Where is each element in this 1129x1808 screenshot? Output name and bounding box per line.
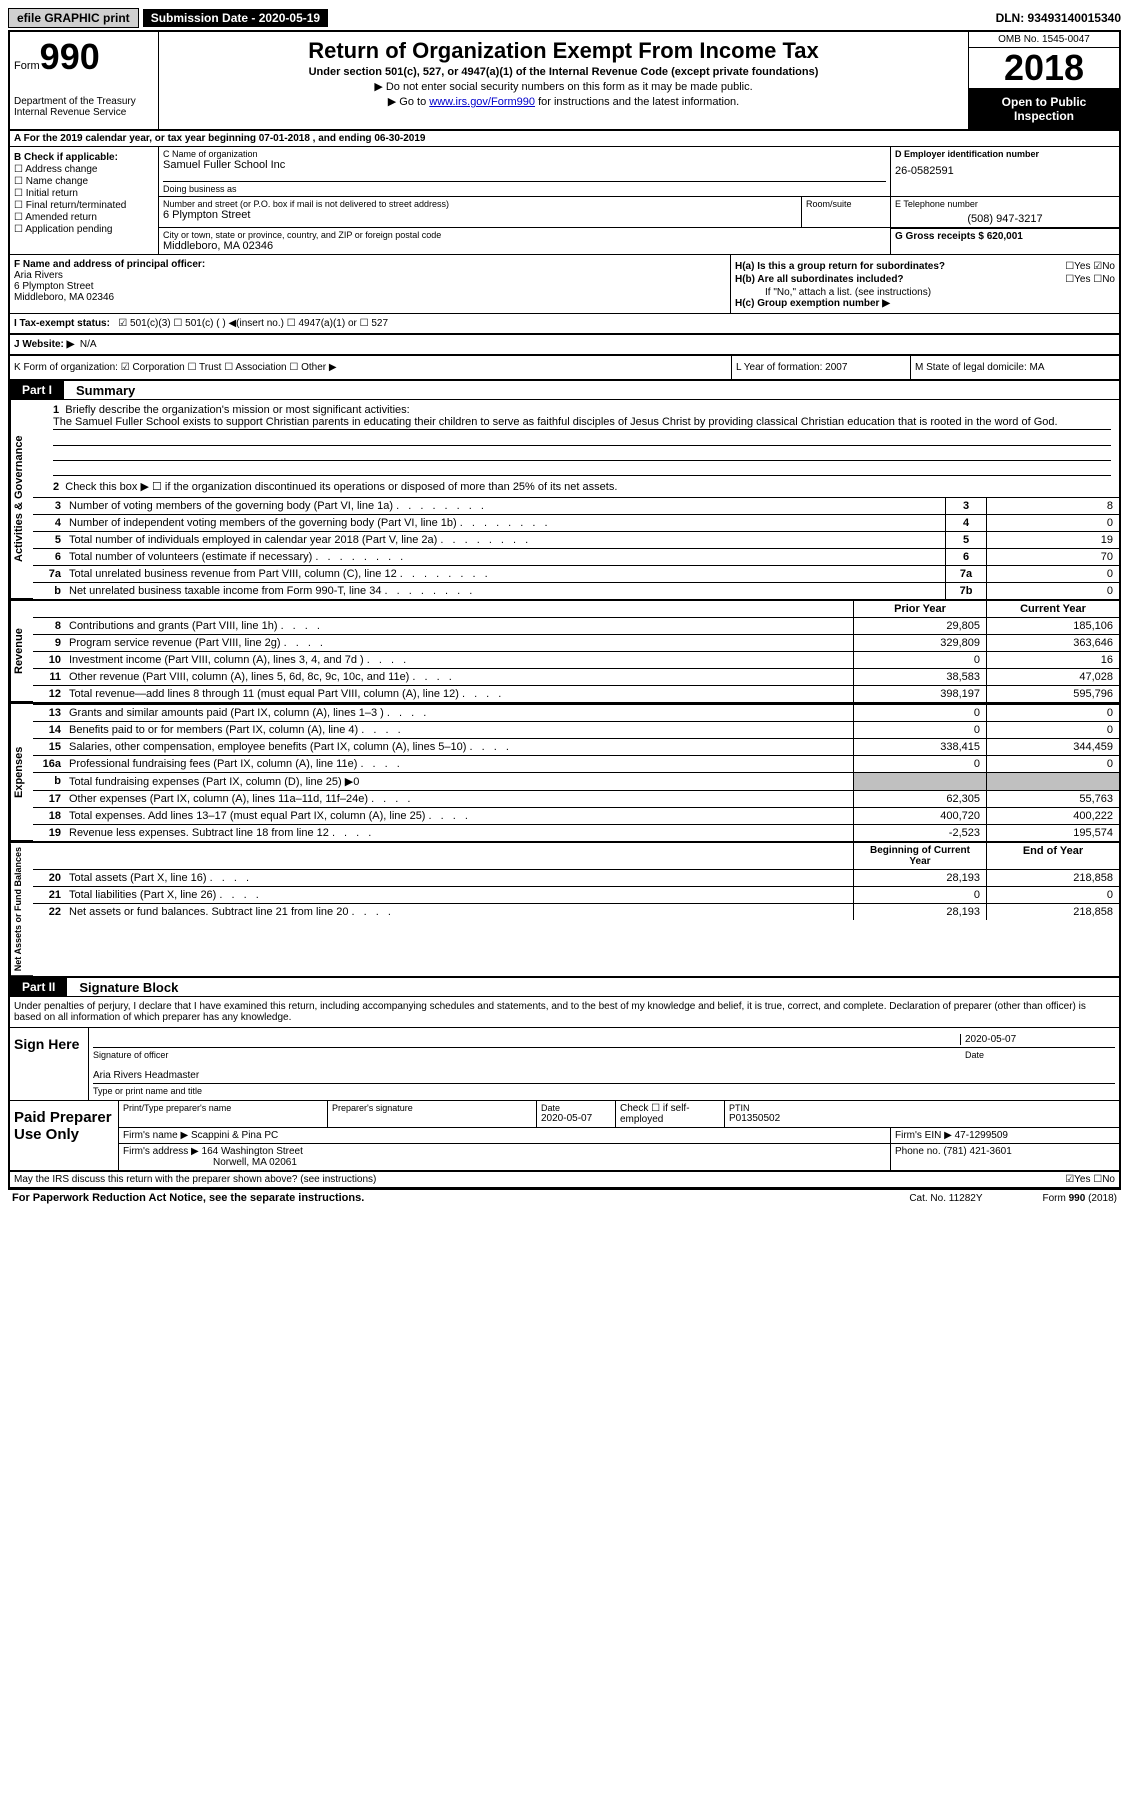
vlabel-revenue: Revenue	[10, 601, 33, 702]
sign-here-label: Sign Here	[10, 1028, 89, 1100]
chk-address-change[interactable]: ☐ Address change	[14, 164, 154, 175]
chk-amended-return[interactable]: ☐ Amended return	[14, 212, 154, 223]
block-h-group: H(a) Is this a group return for subordin…	[730, 255, 1119, 313]
ssn-warning: ▶ Do not enter social security numbers o…	[167, 80, 960, 93]
paperwork-notice: For Paperwork Reduction Act Notice, see …	[12, 1192, 909, 1204]
block-g-receipts: G Gross receipts $ 620,001	[891, 228, 1119, 254]
line-3: 3 Number of voting members of the govern…	[33, 497, 1119, 514]
line-16b: b Total fundraising expenses (Part IX, c…	[33, 772, 1119, 790]
chk-initial-return[interactable]: ☐ Initial return	[14, 188, 154, 199]
line-2: 2 Check this box ▶ ☐ if the organization…	[33, 480, 1119, 497]
tax-year: 2018	[969, 48, 1119, 89]
top-toolbar: efile GRAPHIC print Submission Date - 20…	[8, 8, 1121, 28]
form-title: Return of Organization Exempt From Incom…	[167, 38, 960, 64]
line-16a: 16a Professional fundraising fees (Part …	[33, 755, 1119, 772]
chk-final-return[interactable]: ☐ Final return/terminated	[14, 200, 154, 211]
vlabel-expenses: Expenses	[10, 704, 33, 841]
irs-link[interactable]: www.irs.gov/Form990	[429, 96, 535, 108]
page-footer: For Paperwork Reduction Act Notice, see …	[8, 1190, 1121, 1206]
form-header: Form990 Department of the Treasury Inter…	[10, 32, 1119, 131]
form-subtitle: Under section 501(c), 527, or 4947(a)(1)…	[167, 66, 960, 78]
line-19: 19 Revenue less expenses. Subtract line …	[33, 824, 1119, 841]
efile-print-button[interactable]: efile GRAPHIC print	[8, 8, 139, 28]
line-10: 10 Investment income (Part VIII, column …	[33, 651, 1119, 668]
block-k-org-form: K Form of organization: ☑ Corporation ☐ …	[10, 356, 731, 379]
paid-preparer-label: Paid Preparer Use Only	[10, 1101, 119, 1170]
submission-date: Submission Date - 2020-05-19	[143, 9, 328, 27]
line-15: 15 Salaries, other compensation, employe…	[33, 738, 1119, 755]
block-d-ein: D Employer identification number 26-0582…	[891, 147, 1119, 196]
block-c-city: City or town, state or province, country…	[159, 228, 891, 254]
line-6: 6 Total number of volunteers (estimate i…	[33, 548, 1119, 565]
current-year-header: Current Year	[986, 601, 1119, 617]
end-year-header: End of Year	[986, 843, 1119, 869]
room-suite: Room/suite	[802, 197, 891, 227]
block-c-name: C Name of organization Samuel Fuller Sch…	[159, 147, 891, 196]
discuss-answer[interactable]: ☑Yes ☐No	[1065, 1174, 1115, 1185]
begin-year-header: Beginning of Current Year	[853, 843, 986, 869]
ha-answer[interactable]: ☐Yes ☑No	[1065, 261, 1115, 272]
sig-date: 2020-05-07	[960, 1034, 1115, 1045]
line-9: 9 Program service revenue (Part VIII, li…	[33, 634, 1119, 651]
part2-tab: Part II	[10, 978, 67, 996]
row-a-tax-year: A For the 2019 calendar year, or tax yea…	[10, 131, 1119, 147]
line-13: 13 Grants and similar amounts paid (Part…	[33, 704, 1119, 721]
section-fh: F Name and address of principal officer:…	[10, 255, 1119, 314]
cat-number: Cat. No. 11282Y	[909, 1193, 982, 1204]
paid-preparer-block: Paid Preparer Use Only Print/Type prepar…	[10, 1101, 1119, 1172]
block-i-tax-status: I Tax-exempt status: ☑ 501(c)(3) ☐ 501(c…	[10, 314, 1119, 333]
part1-header: Part I Summary	[10, 381, 1119, 400]
block-j-website: J Website: ▶ N/A	[10, 334, 1119, 356]
prior-year-header: Prior Year	[853, 601, 986, 617]
sign-here-block: Sign Here 2020-05-07 Signature of office…	[10, 1028, 1119, 1101]
part1-title: Summary	[64, 383, 135, 398]
discuss-row: May the IRS discuss this return with the…	[10, 1172, 1119, 1188]
line-21: 21 Total liabilities (Part X, line 26) .…	[33, 886, 1119, 903]
signature-declaration: Under penalties of perjury, I declare th…	[10, 997, 1119, 1028]
line-17: 17 Other expenses (Part IX, column (A), …	[33, 790, 1119, 807]
public-inspection: Open to Public Inspection	[969, 89, 1119, 129]
part1-tab: Part I	[10, 381, 64, 399]
chk-name-change[interactable]: ☐ Name change	[14, 176, 154, 187]
hb-answer[interactable]: ☐Yes ☐No	[1065, 274, 1115, 285]
section-klm: K Form of organization: ☑ Corporation ☐ …	[10, 356, 1119, 381]
line-4: 4 Number of independent voting members o…	[33, 514, 1119, 531]
line-7a: 7a Total unrelated business revenue from…	[33, 565, 1119, 582]
dept-treasury: Department of the Treasury Internal Reve…	[14, 96, 154, 118]
line-12: 12 Total revenue—add lines 8 through 11 …	[33, 685, 1119, 702]
column-b-checkboxes: B Check if applicable: ☐ Address change …	[10, 147, 159, 254]
omb-number: OMB No. 1545-0047	[969, 32, 1119, 48]
officer-name: Aria Rivers Headmaster	[93, 1070, 199, 1081]
line-8: 8 Contributions and grants (Part VIII, l…	[33, 617, 1119, 634]
vlabel-governance: Activities & Governance	[10, 400, 33, 599]
line-22: 22 Net assets or fund balances. Subtract…	[33, 903, 1119, 920]
tax-status-options[interactable]: ☑ 501(c)(3) ☐ 501(c) ( ) ◀(insert no.) ☐…	[118, 318, 388, 329]
part2-title: Signature Block	[67, 980, 178, 995]
form-number: Form990	[14, 36, 154, 78]
block-m-state: M State of legal domicile: MA	[910, 356, 1119, 379]
form-container: Form990 Department of the Treasury Inter…	[8, 30, 1121, 1190]
block-bcdeg: B Check if applicable: ☐ Address change …	[10, 147, 1119, 255]
dln-number: DLN: 93493140015340	[996, 11, 1121, 25]
instructions-link-line: ▶ Go to www.irs.gov/Form990 for instruct…	[167, 95, 960, 108]
line-b: b Net unrelated business taxable income …	[33, 582, 1119, 599]
line-5: 5 Total number of individuals employed i…	[33, 531, 1119, 548]
line-20: 20 Total assets (Part X, line 16) . . . …	[33, 869, 1119, 886]
vlabel-net-assets: Net Assets or Fund Balances	[10, 843, 33, 976]
form-version: Form 990 (2018)	[1043, 1193, 1117, 1204]
block-f-officer: F Name and address of principal officer:…	[10, 255, 730, 313]
block-e-phone: E Telephone number (508) 947-3217	[891, 197, 1119, 227]
chk-application-pending[interactable]: ☐ Application pending	[14, 224, 154, 235]
line-11: 11 Other revenue (Part VIII, column (A),…	[33, 668, 1119, 685]
block-l-year: L Year of formation: 2007	[731, 356, 910, 379]
line-18: 18 Total expenses. Add lines 13–17 (must…	[33, 807, 1119, 824]
line-1-mission: 1 Briefly describe the organization's mi…	[33, 400, 1119, 480]
line-14: 14 Benefits paid to or for members (Part…	[33, 721, 1119, 738]
part2-header: Part II Signature Block	[10, 978, 1119, 997]
block-c-address: Number and street (or P.O. box if mail i…	[159, 197, 802, 227]
